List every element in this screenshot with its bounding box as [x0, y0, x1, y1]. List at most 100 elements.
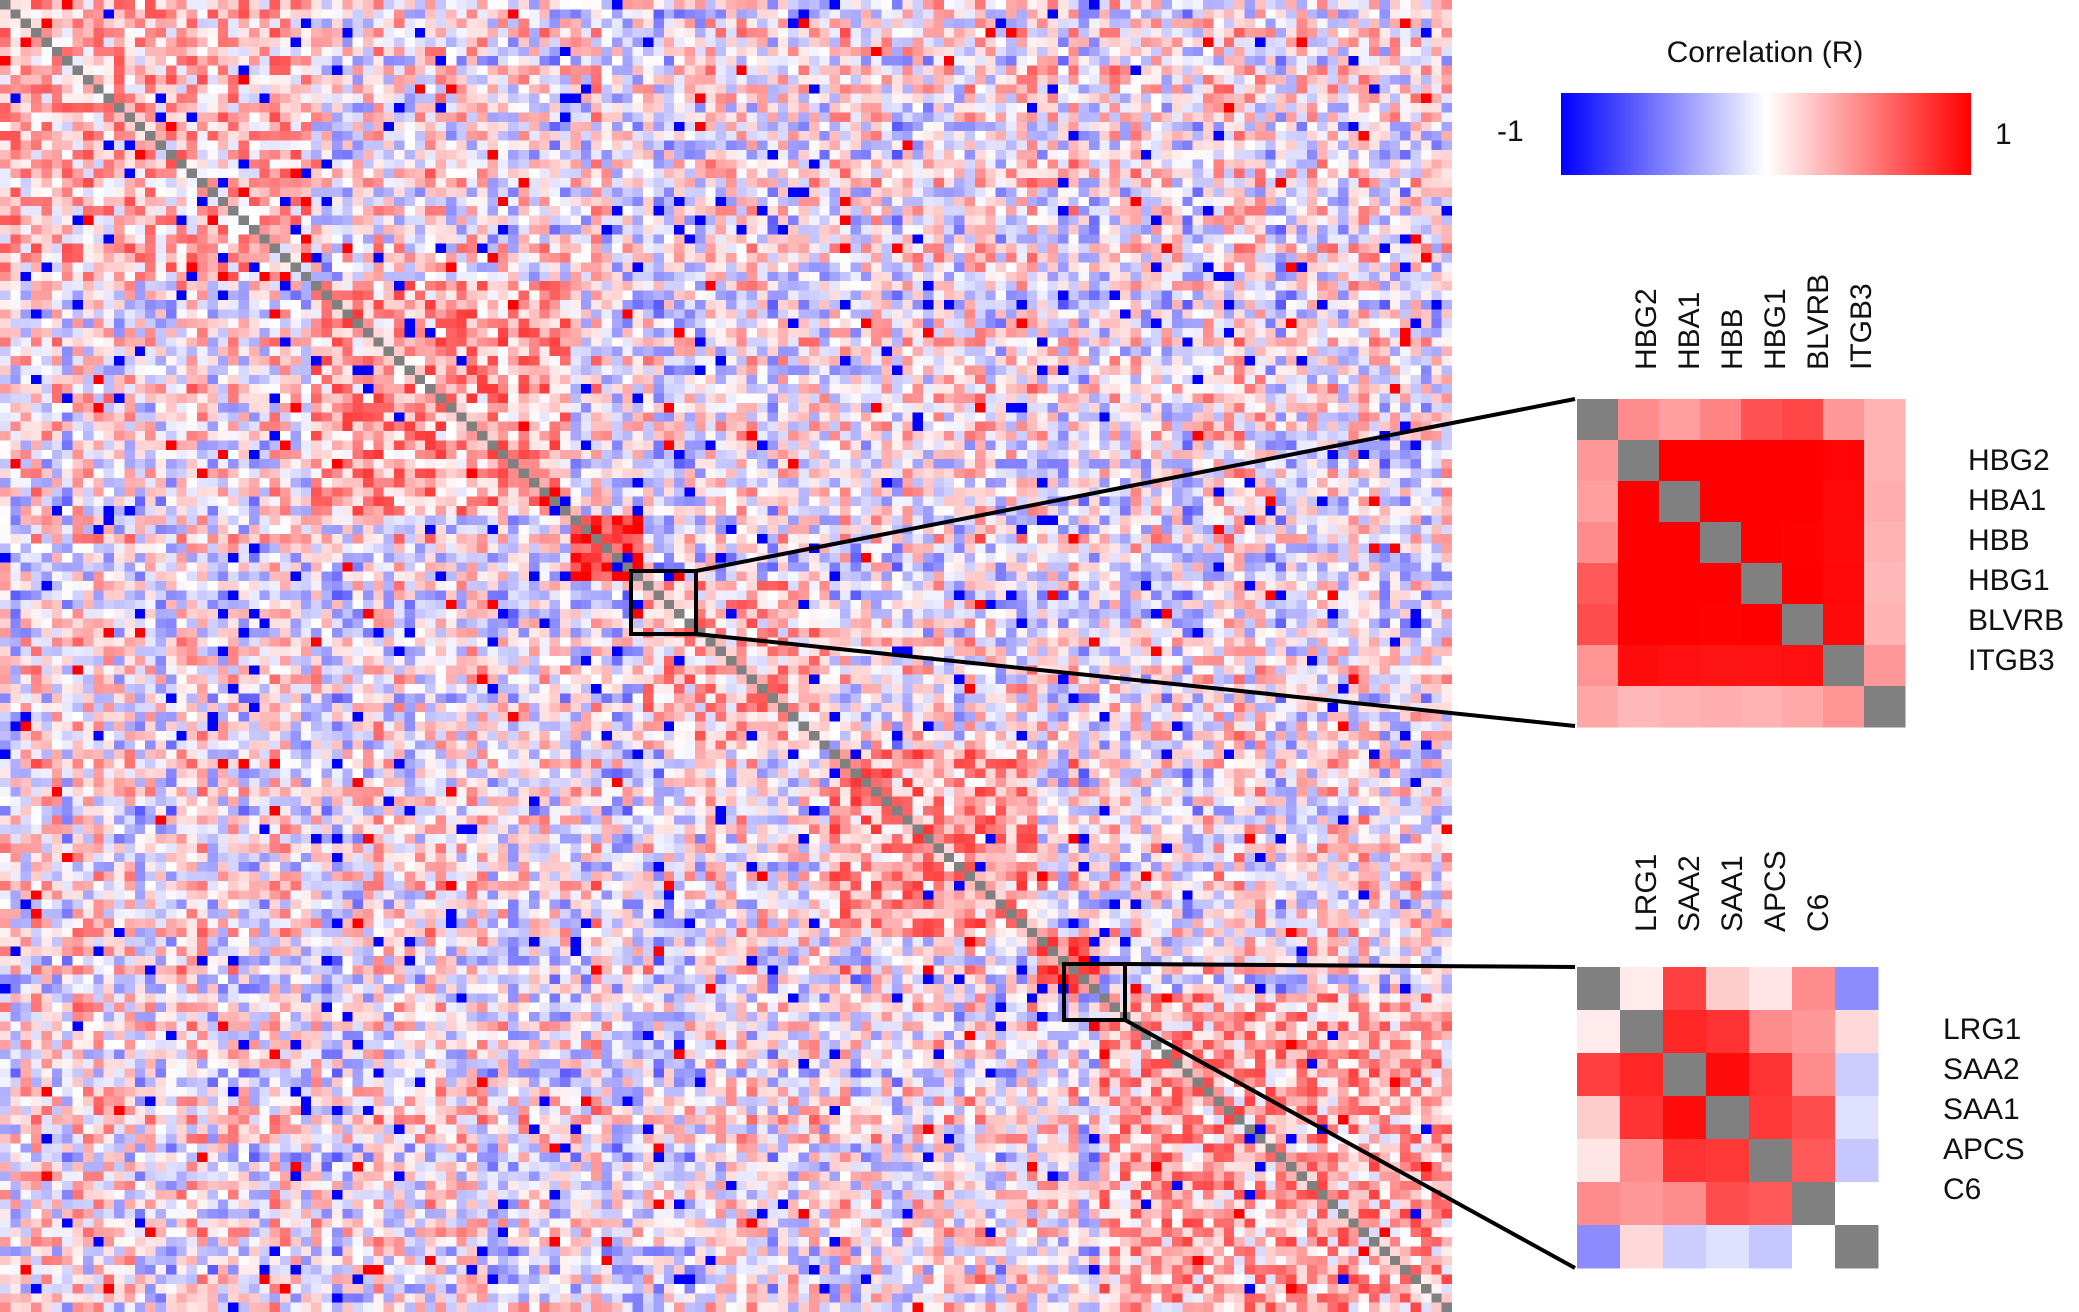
inset1-cell-3-6: [1823, 522, 1865, 564]
inset1-cell-4-2: [1659, 563, 1701, 605]
inset2-cell-5-0: [1577, 1182, 1621, 1226]
inset1-cell-5-0: [1577, 604, 1619, 646]
inset1-cell-1-4: [1741, 440, 1783, 482]
inset1-cell-0-7: [1864, 399, 1906, 441]
colorbar: [1561, 93, 1971, 175]
inset1-cell-4-6: [1823, 563, 1865, 605]
inset1-cell-2-6: [1823, 481, 1865, 523]
inset1-cell-2-1: [1618, 481, 1660, 523]
inset2-col-label: SAA2: [1673, 855, 1706, 932]
colorbar-min-label: -1: [1497, 115, 1524, 148]
inset1-col-label: HBA1: [1673, 291, 1706, 370]
inset1-cell-4-3: [1700, 563, 1742, 605]
inset1-cell-0-1: [1618, 399, 1660, 441]
inset1-cell-1-6: [1823, 440, 1865, 482]
inset2-cell-2-6: [1835, 1053, 1879, 1097]
inset2-cell-3-2: [1663, 1096, 1707, 1140]
inset1-cell-7-1: [1618, 686, 1660, 728]
inset2-cell-3-6: [1835, 1096, 1879, 1140]
inset1-cell-7-7: [1864, 686, 1906, 728]
inset1-cell-5-6: [1823, 604, 1865, 646]
colorbar-max-label: 1: [1995, 118, 2012, 151]
inset2-cell-3-1: [1620, 1096, 1664, 1140]
inset1-cell-0-6: [1823, 399, 1865, 441]
inset2-row-label: SAA1: [1943, 1093, 2020, 1126]
inset1-cell-3-0: [1577, 522, 1619, 564]
inset2-cell-4-5: [1792, 1139, 1836, 1183]
inset2-col-label: SAA1: [1716, 855, 1749, 932]
inset1-cell-5-4: [1741, 604, 1783, 646]
inset2-cell-6-1: [1620, 1225, 1664, 1269]
inset-1-heatmap: [1577, 399, 1906, 728]
inset2-row-label: C6: [1943, 1173, 1982, 1206]
inset2-cell-4-1: [1620, 1139, 1664, 1183]
inset2-cell-0-0: [1577, 967, 1621, 1011]
inset1-cell-0-0: [1577, 399, 1619, 441]
inset2-cell-6-6: [1835, 1225, 1879, 1269]
inset2-cell-4-0: [1577, 1139, 1621, 1183]
inset2-cell-2-5: [1792, 1053, 1836, 1097]
inset1-cell-4-7: [1864, 563, 1906, 605]
inset2-row-label: APCS: [1943, 1133, 2025, 1166]
inset1-col-label: HBG2: [1630, 288, 1663, 370]
inset1-cell-6-3: [1700, 645, 1742, 687]
inset1-cell-7-0: [1577, 686, 1619, 728]
inset2-cell-3-5: [1792, 1096, 1836, 1140]
inset1-cell-3-1: [1618, 522, 1660, 564]
inset2-cell-1-4: [1749, 1010, 1793, 1054]
inset2-cell-2-0: [1577, 1053, 1621, 1097]
inset2-cell-0-6: [1835, 967, 1879, 1011]
inset1-cell-5-2: [1659, 604, 1701, 646]
highlight-box-2: [1062, 962, 1127, 1022]
inset2-cell-1-2: [1663, 1010, 1707, 1054]
inset2-cell-6-4: [1749, 1225, 1793, 1269]
inset2-col-label: LRG1: [1630, 853, 1663, 932]
inset1-cell-2-5: [1782, 481, 1824, 523]
inset2-cell-5-4: [1749, 1182, 1793, 1226]
colorbar-title: Correlation (R): [1666, 36, 1864, 69]
inset1-cell-2-0: [1577, 481, 1619, 523]
inset1-cell-2-2: [1659, 481, 1701, 523]
inset1-cell-7-4: [1741, 686, 1783, 728]
inset1-cell-7-2: [1659, 686, 1701, 728]
inset2-cell-6-5: [1792, 1225, 1836, 1269]
inset2-row-label: LRG1: [1943, 1013, 2022, 1046]
inset2-cell-2-4: [1749, 1053, 1793, 1097]
inset2-cell-5-5: [1792, 1182, 1836, 1226]
inset2-col-label: C6: [1802, 893, 1835, 932]
inset1-cell-6-2: [1659, 645, 1701, 687]
inset2-cell-1-0: [1577, 1010, 1621, 1054]
inset2-cell-6-0: [1577, 1225, 1621, 1269]
highlight-box-1: [629, 569, 698, 636]
inset1-cell-6-5: [1782, 645, 1824, 687]
inset1-cell-2-7: [1864, 481, 1906, 523]
inset2-row-label: SAA2: [1943, 1053, 2020, 1086]
inset1-cell-2-4: [1741, 481, 1783, 523]
inset1-cell-0-3: [1700, 399, 1742, 441]
inset2-cell-0-5: [1792, 967, 1836, 1011]
inset1-cell-3-4: [1741, 522, 1783, 564]
inset2-cell-1-6: [1835, 1010, 1879, 1054]
inset2-cell-2-1: [1620, 1053, 1664, 1097]
inset1-row-label: HBG2: [1968, 444, 2050, 477]
inset1-row-label: HBB: [1968, 524, 2030, 557]
inset2-cell-6-3: [1706, 1225, 1750, 1269]
zoom-line-1-bottom: [695, 632, 1576, 728]
inset1-cell-6-7: [1864, 645, 1906, 687]
inset2-cell-0-4: [1749, 967, 1793, 1011]
inset1-cell-4-0: [1577, 563, 1619, 605]
inset2-cell-6-2: [1663, 1225, 1707, 1269]
inset1-cell-4-5: [1782, 563, 1824, 605]
inset2-cell-2-2: [1663, 1053, 1707, 1097]
inset1-cell-6-4: [1741, 645, 1783, 687]
inset1-cell-0-4: [1741, 399, 1783, 441]
inset1-cell-0-5: [1782, 399, 1824, 441]
inset1-cell-6-1: [1618, 645, 1660, 687]
main-heatmap: [0, 0, 1452, 1312]
inset1-cell-3-5: [1782, 522, 1824, 564]
zoom-line-2-bottom: [1124, 1018, 1576, 1270]
inset2-cell-1-5: [1792, 1010, 1836, 1054]
inset2-col-label: APCS: [1759, 850, 1792, 932]
inset1-col-label: ITGB3: [1845, 283, 1878, 370]
